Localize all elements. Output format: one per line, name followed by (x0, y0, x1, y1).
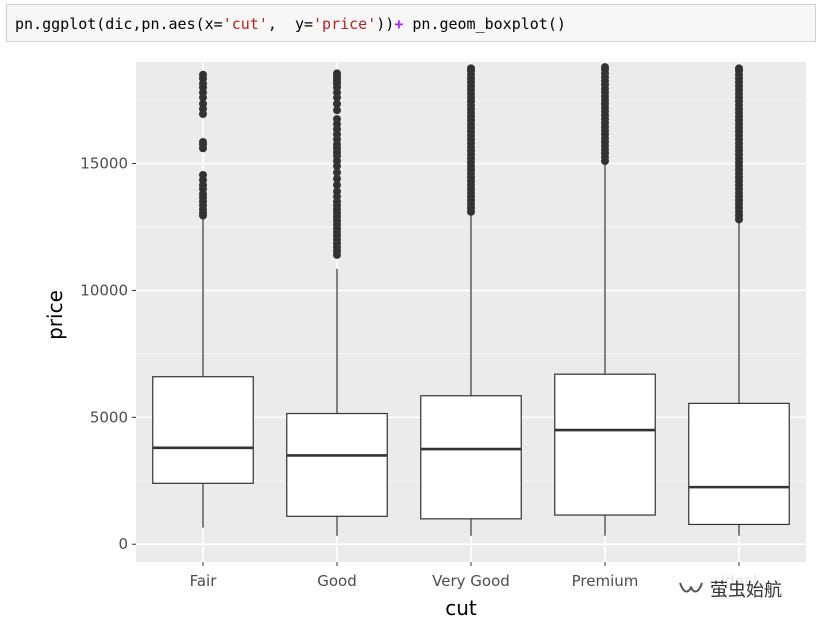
code-token: 'price' (313, 15, 377, 33)
box-ideal (688, 64, 790, 536)
watermark-text: 萤虫始航 (710, 580, 782, 601)
outlier-point (199, 70, 207, 79)
outlier-point (333, 99, 341, 108)
outlier-point (333, 187, 341, 196)
outlier-point (333, 174, 341, 183)
outlier-point (199, 99, 207, 108)
box-iqr (420, 395, 522, 520)
code-token: pn.geom_boxplot() (403, 15, 566, 33)
box-iqr (688, 402, 790, 526)
outlier-point (601, 63, 609, 72)
outlier-point (199, 137, 207, 146)
y-axis: 0 5000 10000 15000 (80, 155, 136, 553)
outlier-point (199, 170, 207, 179)
x-axis-title: cut (445, 596, 477, 620)
outlier-point (333, 115, 341, 124)
box-good (286, 69, 388, 536)
box-iqr (152, 376, 254, 484)
box-premium (554, 63, 656, 536)
code-token: pn.ggplot(dic,pn.aes(x= (15, 15, 223, 33)
y-axis-title: price (43, 290, 67, 340)
box-very-good (420, 64, 522, 536)
code-token: + (394, 15, 404, 33)
y-tick-label: 15000 (80, 155, 128, 173)
code-token: 'cut' (222, 15, 268, 33)
y-tick-label: 5000 (90, 408, 128, 426)
wechat-channel-icon (679, 582, 703, 593)
outlier-point (467, 64, 475, 73)
x-tick-label: Premium (572, 572, 639, 590)
outlier-point (333, 69, 341, 78)
x-tick-label: Good (317, 572, 357, 590)
code-token: , y= (267, 15, 314, 33)
code-cell[interactable]: pn.ggplot(dic,pn.aes(x='cut', y='price')… (6, 4, 816, 42)
outlier-point (333, 168, 341, 177)
x-tick-label: Very Good (432, 572, 510, 590)
code-token: )) (376, 15, 395, 33)
y-tick-label: 10000 (80, 281, 128, 299)
x-tick-label: Fair (190, 572, 218, 590)
outlier-point (333, 181, 341, 190)
watermark: 萤虫始航 (672, 574, 788, 604)
boxes-layer (152, 63, 790, 536)
box-iqr (554, 373, 656, 516)
outlier-point (333, 106, 341, 115)
outlier-point (735, 64, 743, 73)
y-tick-label: 0 (118, 535, 128, 553)
box-iqr (286, 412, 388, 517)
box-fair (152, 70, 254, 528)
